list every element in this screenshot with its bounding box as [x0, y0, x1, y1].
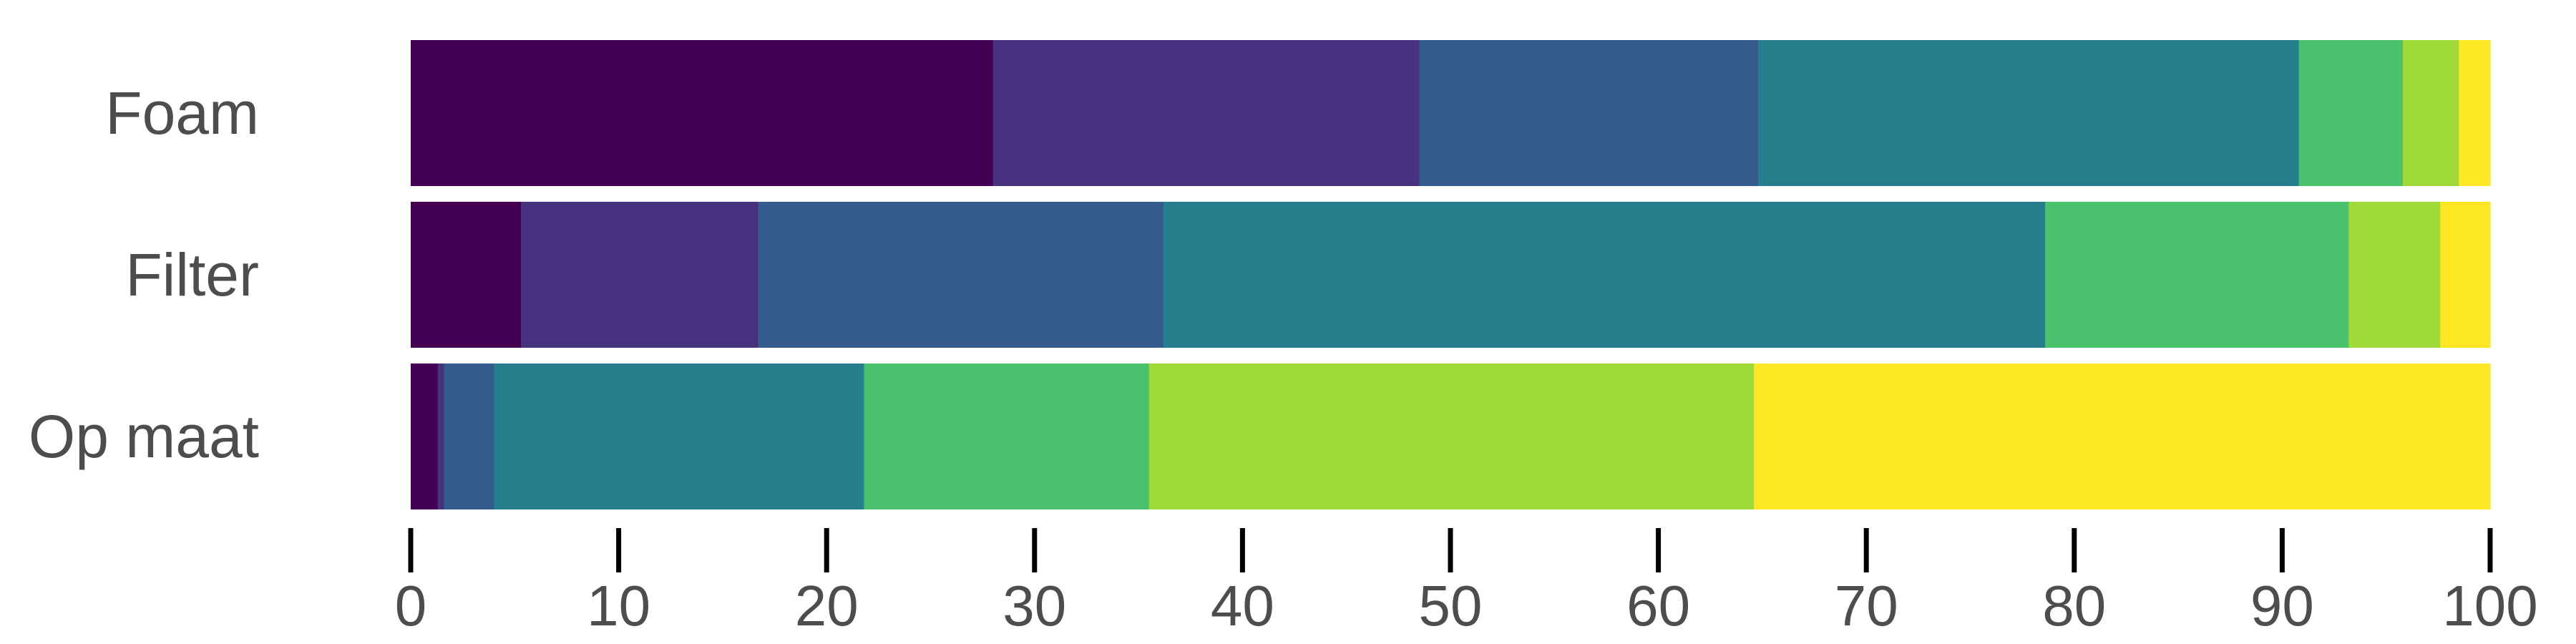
x-tick-label: 90 [2250, 574, 2314, 638]
bar-segment [2440, 202, 2491, 348]
bar-segment [2298, 40, 2404, 186]
x-tick-label: 10 [587, 574, 650, 638]
bar-segment [1148, 364, 1755, 509]
bar-segment [1754, 364, 2491, 509]
bar-row-filter [411, 202, 2491, 348]
x-tick-label: 60 [1626, 574, 1690, 638]
bar-segment [2348, 202, 2441, 348]
x-tick-label: 0 [395, 574, 427, 638]
x-tick-label: 80 [2042, 574, 2106, 638]
bar-segment [758, 202, 1164, 348]
bar-segment [444, 364, 494, 509]
x-axis: 0 10 20 30 40 50 60 70 80 90 100 [395, 528, 2538, 638]
bar-segment [1163, 202, 2046, 348]
bar-segment [1419, 40, 1759, 186]
bar-segment [437, 364, 445, 509]
bar-segment [411, 202, 522, 348]
bar-row-foam [411, 40, 2491, 186]
bar-segment [864, 364, 1150, 509]
x-tick-label: 70 [1835, 574, 1898, 638]
x-tick-label: 100 [2442, 574, 2537, 638]
bar-row-op-maat [411, 364, 2491, 509]
bar-segment [494, 364, 865, 509]
bar-segment [411, 40, 994, 186]
category-label: Filter [125, 241, 259, 308]
bar-segment [521, 202, 758, 348]
bar-segment [992, 40, 1420, 186]
x-tick-label: 20 [795, 574, 859, 638]
bar-segment [2459, 40, 2491, 186]
bar-segment [1758, 40, 2300, 186]
category-label: Op maat [29, 403, 259, 470]
x-tick-label: 30 [1002, 574, 1066, 638]
bar-segment [2402, 40, 2460, 186]
x-tick-label: 50 [1419, 574, 1483, 638]
category-label: Foam [105, 79, 259, 147]
bar-segment [2045, 202, 2349, 348]
bars [411, 40, 2491, 509]
bar-segment [411, 364, 439, 509]
x-tick-label: 40 [1211, 574, 1274, 638]
